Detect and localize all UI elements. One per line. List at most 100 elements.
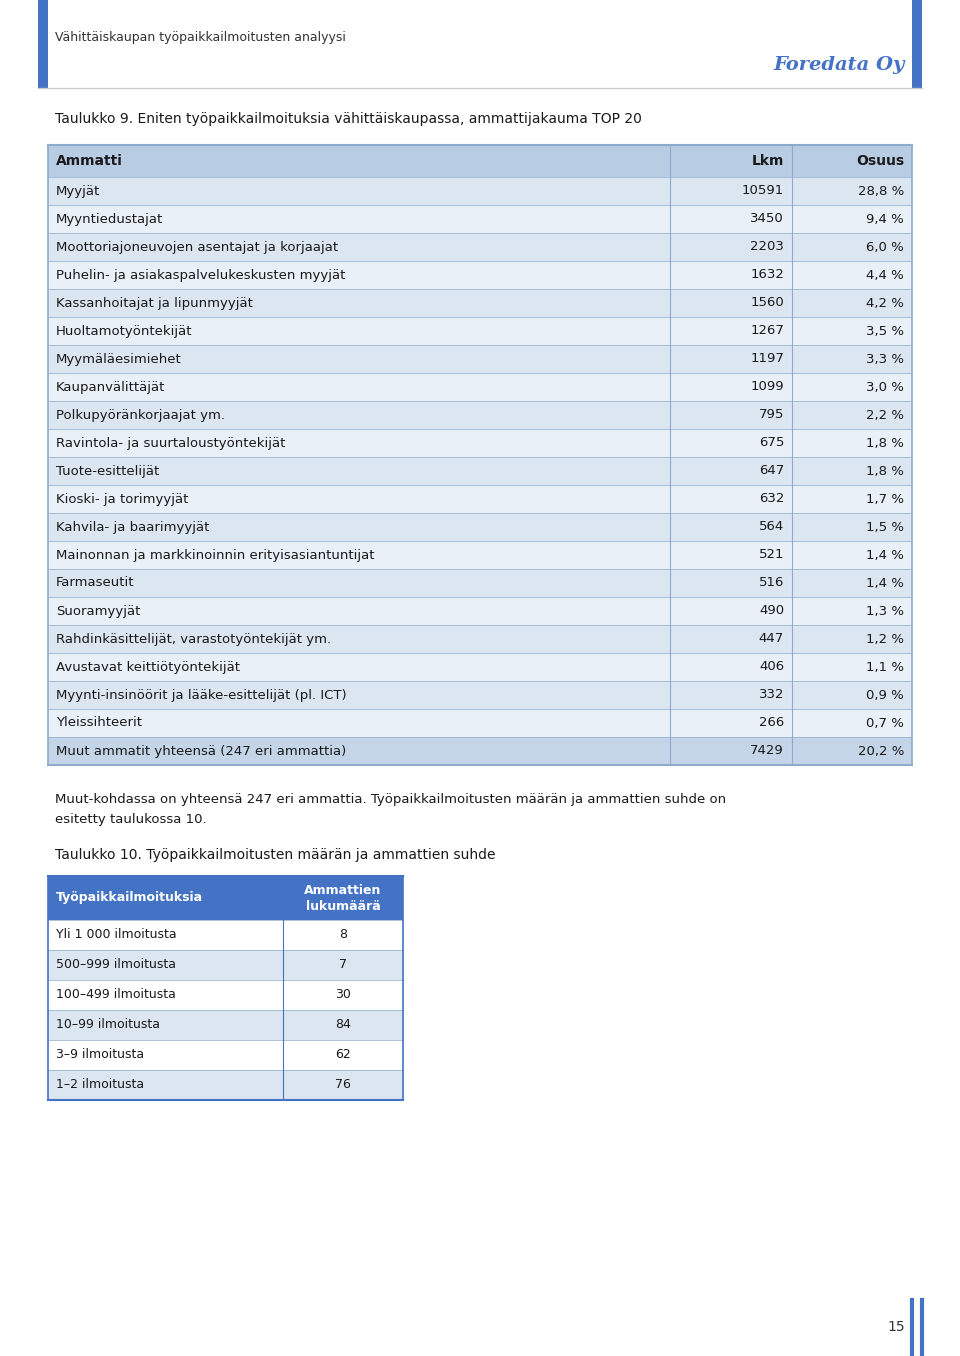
Text: Polkupyöränkorjaajat ym.: Polkupyöränkorjaajat ym. xyxy=(56,408,225,422)
Text: 1560: 1560 xyxy=(751,297,784,309)
Text: Ammattien
lukumäärä: Ammattien lukumäärä xyxy=(304,884,382,913)
Text: 521: 521 xyxy=(758,548,784,561)
Text: 1632: 1632 xyxy=(750,268,784,282)
Bar xyxy=(48,625,912,654)
Text: 516: 516 xyxy=(758,576,784,590)
Bar xyxy=(48,289,912,317)
Text: Huoltamotyöntekijät: Huoltamotyöntekijät xyxy=(56,324,193,338)
Text: 332: 332 xyxy=(758,689,784,701)
Text: Myyntiedustajat: Myyntiedustajat xyxy=(56,213,163,225)
Text: Työpaikkailmoituksia: Työpaikkailmoituksia xyxy=(56,891,204,904)
Bar xyxy=(912,0,922,88)
Text: 10591: 10591 xyxy=(742,184,784,198)
Text: 6,0 %: 6,0 % xyxy=(866,240,904,254)
Text: 675: 675 xyxy=(758,437,784,449)
Text: 1,4 %: 1,4 % xyxy=(866,576,904,590)
Text: 76: 76 xyxy=(335,1078,351,1092)
Text: Kaupanvälittäjät: Kaupanvälittäjät xyxy=(56,381,165,393)
Bar xyxy=(48,178,912,205)
Text: Foredata Oy: Foredata Oy xyxy=(774,56,905,75)
Bar xyxy=(48,428,912,457)
Text: Muut ammatit yhteensä (247 eri ammattia): Muut ammatit yhteensä (247 eri ammattia) xyxy=(56,744,347,758)
Text: 1,1 %: 1,1 % xyxy=(866,660,904,674)
Text: Muut-kohdassa on yhteensä 247 eri ammattia. Työpaikkailmoitusten määrän ja ammat: Muut-kohdassa on yhteensä 247 eri ammatt… xyxy=(55,793,726,805)
Bar xyxy=(48,738,912,765)
Text: 20,2 %: 20,2 % xyxy=(857,744,904,758)
Text: 1,8 %: 1,8 % xyxy=(866,465,904,477)
Bar xyxy=(48,1010,403,1040)
Bar xyxy=(48,681,912,709)
Text: 3,3 %: 3,3 % xyxy=(866,353,904,366)
Text: Tuote-esittelijät: Tuote-esittelijät xyxy=(56,465,159,477)
Text: 84: 84 xyxy=(335,1018,351,1032)
Text: 490: 490 xyxy=(758,605,784,617)
Text: 30: 30 xyxy=(335,989,351,1002)
Bar xyxy=(38,0,48,88)
Text: Kassanhoitajat ja lipunmyyjät: Kassanhoitajat ja lipunmyyjät xyxy=(56,297,252,309)
Bar xyxy=(48,654,912,681)
Text: Rahdinkäsittelijät, varastotyöntekijät ym.: Rahdinkäsittelijät, varastotyöntekijät y… xyxy=(56,632,331,645)
Text: 8: 8 xyxy=(339,929,347,941)
Bar xyxy=(48,401,912,428)
Text: 15: 15 xyxy=(887,1319,905,1334)
Bar xyxy=(48,485,912,513)
Bar xyxy=(48,373,912,401)
Text: 1,8 %: 1,8 % xyxy=(866,437,904,449)
Text: 795: 795 xyxy=(758,408,784,422)
Text: 3,0 %: 3,0 % xyxy=(866,381,904,393)
Text: 1197: 1197 xyxy=(750,353,784,366)
Text: Suoramyyjät: Suoramyyjät xyxy=(56,605,140,617)
Bar xyxy=(48,919,403,951)
Bar xyxy=(48,570,912,597)
Text: 2203: 2203 xyxy=(750,240,784,254)
Text: Farmaseutit: Farmaseutit xyxy=(56,576,134,590)
Text: 3,5 %: 3,5 % xyxy=(866,324,904,338)
Bar xyxy=(48,980,403,1010)
Text: 1099: 1099 xyxy=(751,381,784,393)
Text: 266: 266 xyxy=(758,716,784,730)
Text: 406: 406 xyxy=(758,660,784,674)
Text: 9,4 %: 9,4 % xyxy=(866,213,904,225)
Text: 1,4 %: 1,4 % xyxy=(866,548,904,561)
Text: Moottoriajoneuvojen asentajat ja korjaajat: Moottoriajoneuvojen asentajat ja korjaaj… xyxy=(56,240,338,254)
Bar xyxy=(48,457,912,485)
Text: Ammatti: Ammatti xyxy=(56,155,123,168)
Text: 564: 564 xyxy=(758,521,784,533)
Text: Kioski- ja torimyyjät: Kioski- ja torimyyjät xyxy=(56,492,188,506)
Text: 1,7 %: 1,7 % xyxy=(866,492,904,506)
Text: 7429: 7429 xyxy=(751,744,784,758)
Text: 10–99 ilmoitusta: 10–99 ilmoitusta xyxy=(56,1018,160,1032)
Text: 0,7 %: 0,7 % xyxy=(866,716,904,730)
Text: Mainonnan ja markkinoinnin erityisasiantuntijat: Mainonnan ja markkinoinnin erityisasiant… xyxy=(56,548,374,561)
Text: 62: 62 xyxy=(335,1048,350,1062)
Text: 1267: 1267 xyxy=(750,324,784,338)
Text: Taulukko 10. Työpaikkailmoitusten määrän ja ammattien suhde: Taulukko 10. Työpaikkailmoitusten määrän… xyxy=(55,848,495,862)
Text: Ravintola- ja suurtaloustyöntekijät: Ravintola- ja suurtaloustyöntekijät xyxy=(56,437,285,449)
Bar xyxy=(48,145,912,178)
Bar xyxy=(48,541,912,570)
Text: 4,4 %: 4,4 % xyxy=(866,268,904,282)
Text: esitetty taulukossa 10.: esitetty taulukossa 10. xyxy=(55,814,206,826)
Text: 3450: 3450 xyxy=(751,213,784,225)
Text: Myymäläesimiehet: Myymäläesimiehet xyxy=(56,353,181,366)
Bar xyxy=(48,205,912,233)
Text: Lkm: Lkm xyxy=(752,155,784,168)
Bar xyxy=(48,709,912,738)
Text: 500–999 ilmoitusta: 500–999 ilmoitusta xyxy=(56,959,176,971)
Text: 1,2 %: 1,2 % xyxy=(866,632,904,645)
Text: 28,8 %: 28,8 % xyxy=(857,184,904,198)
Text: Taulukko 9. Eniten työpaikkailmoituksia vähittäiskaupassa, ammattijakauma TOP 20: Taulukko 9. Eniten työpaikkailmoituksia … xyxy=(55,113,642,126)
Text: Puhelin- ja asiakaspalvelukeskusten myyjät: Puhelin- ja asiakaspalvelukeskusten myyj… xyxy=(56,268,346,282)
Bar xyxy=(48,1070,403,1100)
Text: 447: 447 xyxy=(758,632,784,645)
Bar xyxy=(48,951,403,980)
Text: Kahvila- ja baarimyyjät: Kahvila- ja baarimyyjät xyxy=(56,521,209,533)
Text: Yli 1 000 ilmoitusta: Yli 1 000 ilmoitusta xyxy=(56,929,177,941)
Bar xyxy=(48,513,912,541)
Bar xyxy=(48,876,403,919)
Text: 647: 647 xyxy=(758,465,784,477)
Bar xyxy=(48,344,912,373)
Text: 7: 7 xyxy=(339,959,347,971)
Bar xyxy=(48,317,912,344)
Bar xyxy=(48,260,912,289)
